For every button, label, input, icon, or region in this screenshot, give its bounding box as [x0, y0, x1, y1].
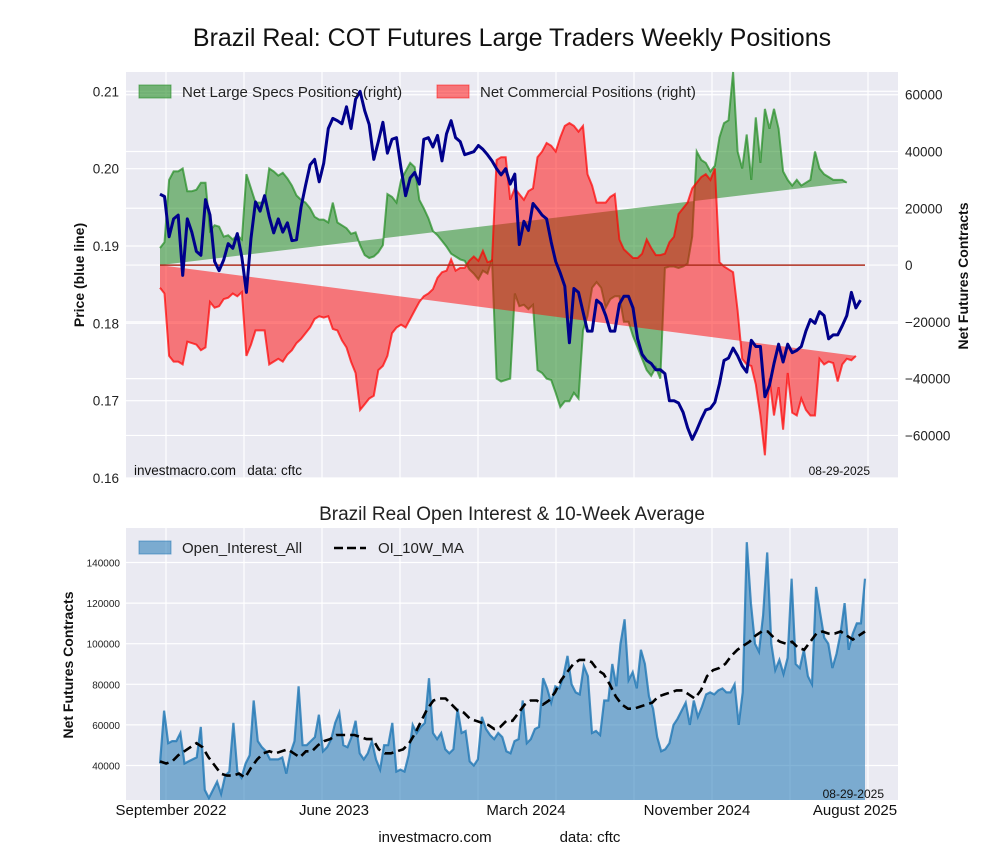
contracts-tick-label: 20000	[905, 201, 943, 216]
contracts-tick-label: 40000	[905, 144, 943, 159]
legend-swatch-specs	[138, 84, 172, 99]
legend-label-open-interest: Open_Interest_All	[182, 540, 302, 557]
open-interest-axis-ticks: 40000 60000 80000 100000 120000 140000	[87, 559, 121, 773]
moving-average-group	[159, 630, 866, 780]
positions-chart: 0.16 0.17 0.18 0.19 0.20 0.21 −60000 −40000 −20…	[71, 71, 971, 486]
date-tick-label: June 2023	[299, 802, 369, 819]
net-contracts-axis-label: Net Futures Contracts	[955, 202, 971, 349]
open-interest-tick-label: 40000	[92, 761, 120, 772]
footer-site: investmacro.com	[378, 829, 491, 846]
contracts-tick-label: −20000	[905, 315, 950, 330]
legend-label-commercial: Net Commercial Positions (right)	[480, 84, 696, 101]
price-tick-label: 0.17	[93, 394, 119, 409]
open-interest-chart: Brazil Real Open Interest & 10-Week Aver…	[60, 504, 898, 819]
open-interest-line	[158, 542, 867, 801]
specs-area-line	[159, 71, 848, 410]
contracts-tick-label: 0	[905, 258, 913, 273]
open-interest-tick-label: 140000	[87, 559, 121, 570]
price-tick-label: 0.21	[93, 84, 119, 99]
price-axis-label: Price (blue line)	[71, 223, 87, 327]
date-tick-label: March 2024	[486, 802, 565, 819]
contracts-tick-label: 60000	[905, 88, 943, 103]
price-line	[159, 89, 862, 441]
contracts-tick-label: −40000	[905, 372, 950, 387]
open-interest-tick-label: 80000	[92, 680, 120, 691]
commercial-area	[160, 123, 856, 456]
positions-legend: Net Large Specs Positions (right) Net Co…	[138, 84, 696, 101]
price-tick-label: 0.20	[93, 162, 119, 177]
legend-label-specs: Net Large Specs Positions (right)	[182, 84, 402, 101]
price-tick-label: 0.16	[93, 471, 119, 486]
price-tick-label: 0.19	[93, 239, 119, 254]
contracts-tick-label: −60000	[905, 428, 950, 443]
open-interest-area	[160, 542, 865, 800]
figure-title: Brazil Real: COT Futures Large Traders W…	[193, 24, 831, 52]
open-interest-legend: Open_Interest_All OI_10W_MA	[138, 540, 464, 557]
price-axis-ticks: 0.16 0.17 0.18 0.19 0.20 0.21	[93, 84, 119, 486]
open-interest-tick-label: 120000	[87, 599, 121, 610]
moving-average-line	[159, 630, 866, 780]
date-tick-label: November 2024	[644, 802, 751, 819]
price-line-group	[159, 89, 862, 441]
open-interest-tick-label: 60000	[92, 721, 120, 732]
legend-swatch-open-interest	[138, 540, 172, 555]
date-tick-label: September 2022	[116, 802, 227, 819]
date-axis-ticks: September 2022 June 2023 March 2024 Novembe…	[116, 802, 898, 819]
positions-source-note: investmacro.com data: cftc	[134, 463, 302, 478]
open-interest-area-group	[158, 542, 867, 801]
open-interest-tick-label: 100000	[87, 640, 121, 651]
positions-date-note: 08-29-2025	[809, 464, 871, 478]
legend-label-moving-average: OI_10W_MA	[378, 540, 464, 557]
legend-swatch-commercial	[436, 84, 470, 99]
price-tick-label: 0.18	[93, 316, 119, 331]
date-tick-label: August 2025	[813, 802, 897, 819]
open-interest-title: Brazil Real Open Interest & 10-Week Aver…	[319, 504, 705, 525]
footer-source: data: cftc	[560, 829, 621, 846]
open-interest-axis-label: Net Futures Contracts	[60, 591, 76, 738]
net-contracts-axis-ticks: −60000 −40000 −20000 0 20000 40000 60000	[905, 88, 950, 444]
open-interest-date-note: 08-29-2025	[823, 787, 885, 801]
